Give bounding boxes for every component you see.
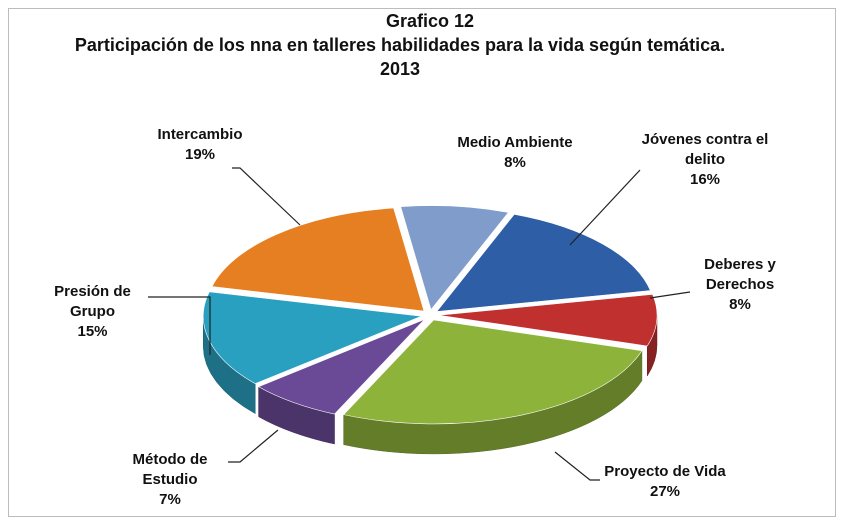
data-label: Jóvenes contra el delito 16%: [630, 130, 780, 190]
leader-line: [148, 296, 211, 355]
slice: [257, 319, 425, 415]
chart-frame: [8, 8, 836, 517]
category-label: Método de Estudio: [132, 451, 208, 488]
slice: [343, 319, 643, 425]
slice: [436, 213, 651, 312]
data-label: Proyecto de Vida 27%: [580, 462, 750, 502]
value-label: 15%: [77, 323, 108, 340]
chart-title: Grafico 12: [385, 11, 475, 31]
leader-line: [569, 169, 641, 246]
leader-line: [232, 167, 301, 226]
category-label: Presión de Grupo: [54, 283, 131, 320]
category-label: Deberes y Derechos: [704, 256, 776, 293]
value-label: 7%: [159, 491, 181, 508]
leader-line: [554, 451, 600, 481]
data-label: Método de Estudio 7%: [110, 450, 230, 510]
category-label: Proyecto de Vida: [604, 463, 726, 480]
slice: [400, 205, 509, 311]
category-label: Jóvenes contra el delito: [641, 131, 769, 168]
value-label: 19%: [184, 146, 216, 163]
category-label: Medio Ambiente: [457, 134, 573, 151]
value-label: 27%: [649, 483, 681, 500]
data-label: Deberes y Derechos 8%: [680, 255, 800, 315]
chart-subtitle: Participación de los nna en talleres hab…: [74, 35, 726, 79]
category-label: Intercambio: [157, 126, 243, 143]
slice: [438, 294, 658, 347]
value-label: 8%: [504, 154, 526, 171]
data-label: Presión de Grupo 15%: [30, 282, 155, 342]
slice: [202, 291, 422, 384]
leader-line: [228, 429, 279, 463]
data-label: Intercambio 19%: [140, 125, 260, 165]
slice: [211, 207, 425, 312]
value-label: 8%: [729, 296, 751, 313]
data-label: Medio Ambiente 8%: [450, 133, 580, 173]
leader-line: [649, 291, 691, 299]
value-label: 16%: [689, 171, 721, 188]
